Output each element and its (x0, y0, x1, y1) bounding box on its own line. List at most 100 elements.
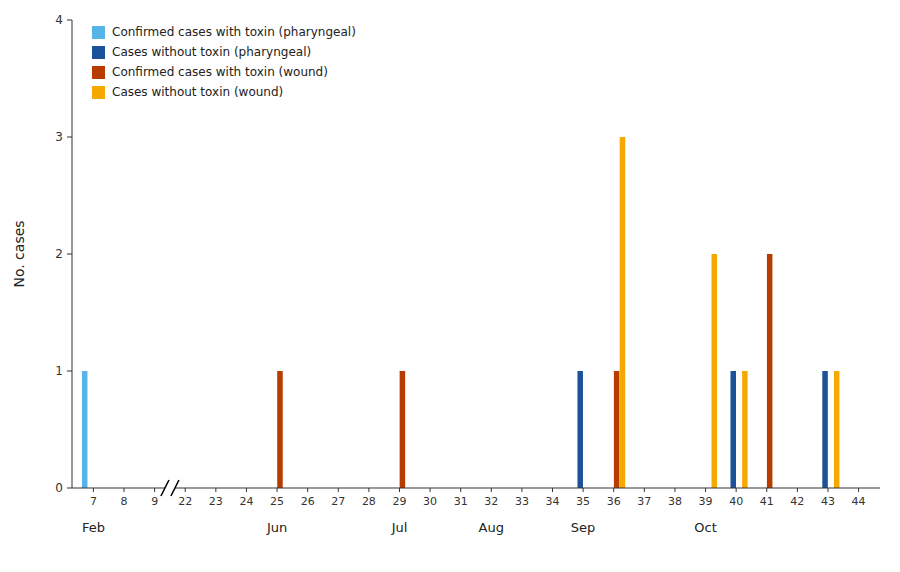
x-tick (277, 488, 278, 492)
x-tick (766, 488, 767, 492)
x-tick (338, 488, 339, 492)
bar (767, 254, 773, 488)
y-tick (67, 137, 72, 138)
x-tick-label: 41 (760, 495, 774, 508)
x-tick (644, 488, 645, 492)
x-tick-label: 25 (270, 495, 284, 508)
x-tick-label: 34 (546, 495, 560, 508)
bar (730, 371, 736, 488)
x-tick-label: 37 (637, 495, 651, 508)
x-tick-label: 36 (607, 495, 621, 508)
x-tick-label: 42 (790, 495, 804, 508)
x-axis (72, 488, 880, 489)
y-tick (67, 371, 72, 372)
bar (620, 137, 626, 488)
x-tick-label: 38 (668, 495, 682, 508)
y-tick-label: 3 (55, 130, 63, 144)
x-tick-label: 7 (90, 495, 97, 508)
y-axis-label: No. cases (11, 220, 27, 287)
bars (82, 137, 840, 488)
month-label: Feb (82, 520, 105, 535)
bar (712, 254, 718, 488)
x-tick (491, 488, 492, 492)
legend-item: Cases without toxin (wound) (92, 85, 283, 99)
x-tick-label: 40 (729, 495, 743, 508)
x-tick-label: 43 (821, 495, 835, 508)
bar (742, 371, 748, 488)
bar (400, 371, 406, 488)
bar (277, 371, 283, 488)
y-tick (67, 254, 72, 255)
x-tick (215, 488, 216, 492)
legend-label: Cases without toxin (pharyngeal) (112, 45, 311, 59)
month-label: Jul (391, 520, 408, 535)
x-tick (399, 488, 400, 492)
x-tick (705, 488, 706, 492)
month-label: Sep (571, 520, 596, 535)
y-tick-label: 1 (55, 364, 63, 378)
legend-label: Confirmed cases with toxin (pharyngeal) (112, 25, 356, 39)
legend-item: Confirmed cases with toxin (pharyngeal) (92, 25, 356, 39)
x-tick-label: 29 (392, 495, 406, 508)
x-tick-label: 24 (239, 495, 253, 508)
legend-label: Cases without toxin (wound) (112, 85, 283, 99)
x-tick-label: 35 (576, 495, 590, 508)
x-tick (827, 488, 828, 492)
bar (577, 371, 583, 488)
x-tick-label: 33 (515, 495, 529, 508)
x-tick-label: 30 (423, 495, 437, 508)
x-tick (124, 488, 125, 492)
x-tick (858, 488, 859, 492)
legend-item: Confirmed cases with toxin (wound) (92, 65, 328, 79)
x-tick (430, 488, 431, 492)
y-tick (67, 20, 72, 21)
x-tick-label: 8 (121, 495, 128, 508)
bar (82, 371, 88, 488)
axis-break-mark (161, 480, 169, 496)
x-tick-label: 23 (209, 495, 223, 508)
y-tick-label: 4 (55, 13, 63, 27)
x-tick (521, 488, 522, 492)
x-tick (613, 488, 614, 492)
x-tick-label: 32 (484, 495, 498, 508)
x-tick (154, 488, 155, 492)
legend-swatch (92, 46, 105, 59)
x-tick (674, 488, 675, 492)
legend-swatch (92, 66, 105, 79)
x-tick-label: 27 (331, 495, 345, 508)
x-tick-label: 39 (699, 495, 713, 508)
bar (614, 371, 620, 488)
x-tick (552, 488, 553, 492)
x-tick (93, 488, 94, 492)
y-tick-label: 2 (55, 247, 63, 261)
x-tick-label: 44 (852, 495, 866, 508)
x-tick-label: 28 (362, 495, 376, 508)
legend: Confirmed cases with toxin (pharyngeal) C… (92, 25, 356, 99)
bar (834, 371, 840, 488)
x-tick (368, 488, 369, 492)
month-label: Oct (694, 520, 716, 535)
x-tick-label: 22 (178, 495, 192, 508)
x-tick (246, 488, 247, 492)
legend-item: Cases without toxin (pharyngeal) (92, 45, 311, 59)
month-label: Aug (479, 520, 504, 535)
y-tick-label: 0 (55, 481, 63, 495)
x-tick-label: 31 (454, 495, 468, 508)
chart: 0123478922232425262728293031323334353637… (0, 0, 900, 572)
x-tick (583, 488, 584, 492)
x-tick (307, 488, 308, 492)
x-tick (185, 488, 186, 492)
x-tick (460, 488, 461, 492)
x-tick (797, 488, 798, 492)
legend-swatch (92, 86, 105, 99)
legend-swatch (92, 26, 105, 39)
x-tick-label: 9 (151, 495, 158, 508)
x-tick (736, 488, 737, 492)
month-label: Jun (266, 520, 287, 535)
legend-label: Confirmed cases with toxin (wound) (112, 65, 328, 79)
axis-break (161, 480, 179, 496)
x-tick-label: 26 (301, 495, 315, 508)
y-tick (67, 488, 72, 489)
axis-break-mark (171, 480, 179, 496)
bar (822, 371, 828, 488)
